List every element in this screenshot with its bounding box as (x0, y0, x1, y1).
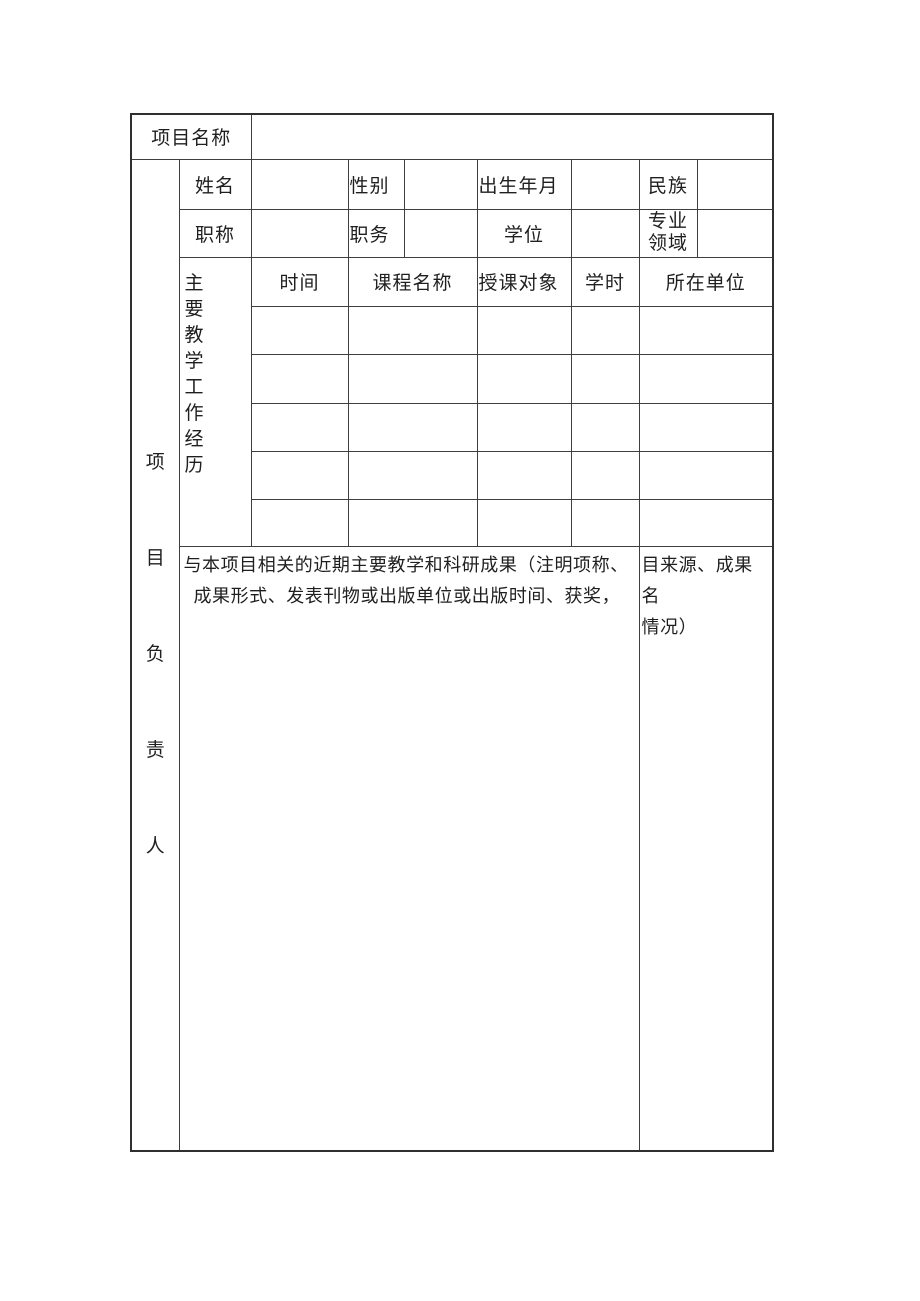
teaching-cell-audience[interactable] (476, 498, 572, 547)
research-note-side-cell[interactable]: 目来源、成果名 情况） (638, 545, 774, 1152)
teaching-cell-course[interactable] (347, 498, 478, 547)
teaching-header-course-name: 课程名称 (347, 256, 478, 307)
teaching-experience-vertical-label: 主要教学工作经历 (184, 272, 204, 476)
ethnicity-input-cell[interactable] (696, 158, 774, 210)
teaching-row (131, 498, 774, 547)
teaching-cell-hours[interactable] (570, 450, 640, 500)
teaching-cell-audience[interactable] (476, 450, 572, 500)
research-note-side-line-1: 目来源、成果名 (641, 554, 753, 606)
teaching-header-time: 时间 (250, 256, 349, 307)
teaching-cell-hours[interactable] (570, 402, 640, 452)
teaching-cell-unit[interactable] (638, 353, 774, 404)
teaching-row (131, 402, 774, 452)
birth-date-label: 出生年月 (476, 158, 572, 210)
teaching-cell-time[interactable] (250, 305, 349, 355)
teaching-cell-hours[interactable] (570, 353, 640, 404)
specialty-field-input-cell[interactable] (696, 208, 774, 258)
project-name-input-cell[interactable] (250, 113, 774, 160)
teaching-experience-vertical-label-cell: 主要教学工作经历 (178, 256, 252, 547)
research-note-line-2: 成果形式、发表刊物或出版单位或出版时间、获奖， (193, 585, 621, 606)
specialty-field-label: 专业 领域 (638, 208, 698, 258)
teaching-header-row: 主要教学工作经历 时间 课程名称 授课对象 学时 所在单位 (131, 256, 774, 547)
teaching-header-hours: 学时 (570, 256, 640, 307)
gender-label: 性别 (347, 158, 405, 210)
teaching-cell-time[interactable] (250, 402, 349, 452)
professional-title-label: 职称 (178, 208, 252, 258)
teaching-cell-audience[interactable] (476, 353, 572, 404)
teaching-cell-unit[interactable] (638, 402, 774, 452)
teaching-cell-course[interactable] (347, 450, 478, 500)
teaching-header-audience: 授课对象 (476, 256, 572, 307)
teaching-cell-hours[interactable] (570, 305, 640, 355)
project-leader-vertical-label-cell: 项目负责人 (130, 158, 180, 1152)
project-leader-vertical-label: 项目负责人 (145, 451, 165, 857)
teaching-cell-audience[interactable] (476, 402, 572, 452)
teaching-cell-course[interactable] (347, 402, 478, 452)
research-note-line-1: 与本项目相关的近期主要教学和科研成果（注明项称、 (183, 554, 629, 575)
ethnicity-label: 民族 (638, 158, 698, 210)
leader-info-row-2: 职称 职务 学位 专业 领域 (131, 208, 774, 258)
degree-label: 学位 (476, 208, 572, 258)
application-form-table: 项目名称 项目负责人 姓名 性别 出生年月 民族 职称 职务 学位 专业 领域 … (130, 113, 775, 1152)
degree-input-cell[interactable] (570, 208, 640, 258)
teaching-cell-time[interactable] (250, 498, 349, 547)
research-note-row: 与本项目相关的近期主要教学和科研成果（注明项称、 成果形式、发表刊物或出版单位或… (131, 545, 774, 1152)
professional-title-input-cell[interactable] (250, 208, 349, 258)
birth-date-input-cell[interactable] (570, 158, 640, 210)
name-label: 姓名 (178, 158, 252, 210)
teaching-cell-unit[interactable] (638, 450, 774, 500)
gender-input-cell[interactable] (403, 158, 478, 210)
teaching-row (131, 353, 774, 404)
project-name-row: 项目名称 (130, 113, 774, 160)
teaching-cell-unit[interactable] (638, 305, 774, 355)
teaching-cell-audience[interactable] (476, 305, 572, 355)
project-name-label: 项目名称 (130, 113, 252, 160)
teaching-cell-course[interactable] (347, 353, 478, 404)
teaching-cell-hours[interactable] (570, 498, 640, 547)
teaching-cell-unit[interactable] (638, 498, 774, 547)
position-label: 职务 (347, 208, 405, 258)
research-note-side-line-2: 情况） (641, 616, 698, 637)
research-note-input-cell[interactable]: 与本项目相关的近期主要教学和科研成果（注明项称、 成果形式、发表刊物或出版单位或… (178, 545, 640, 1152)
name-input-cell[interactable] (250, 158, 349, 210)
teaching-header-unit: 所在单位 (638, 256, 774, 307)
teaching-cell-time[interactable] (250, 450, 349, 500)
position-input-cell[interactable] (403, 208, 478, 258)
leader-info-row-1: 项目负责人 姓名 性别 出生年月 民族 (130, 158, 774, 1152)
teaching-cell-course[interactable] (347, 305, 478, 355)
teaching-cell-time[interactable] (250, 353, 349, 404)
